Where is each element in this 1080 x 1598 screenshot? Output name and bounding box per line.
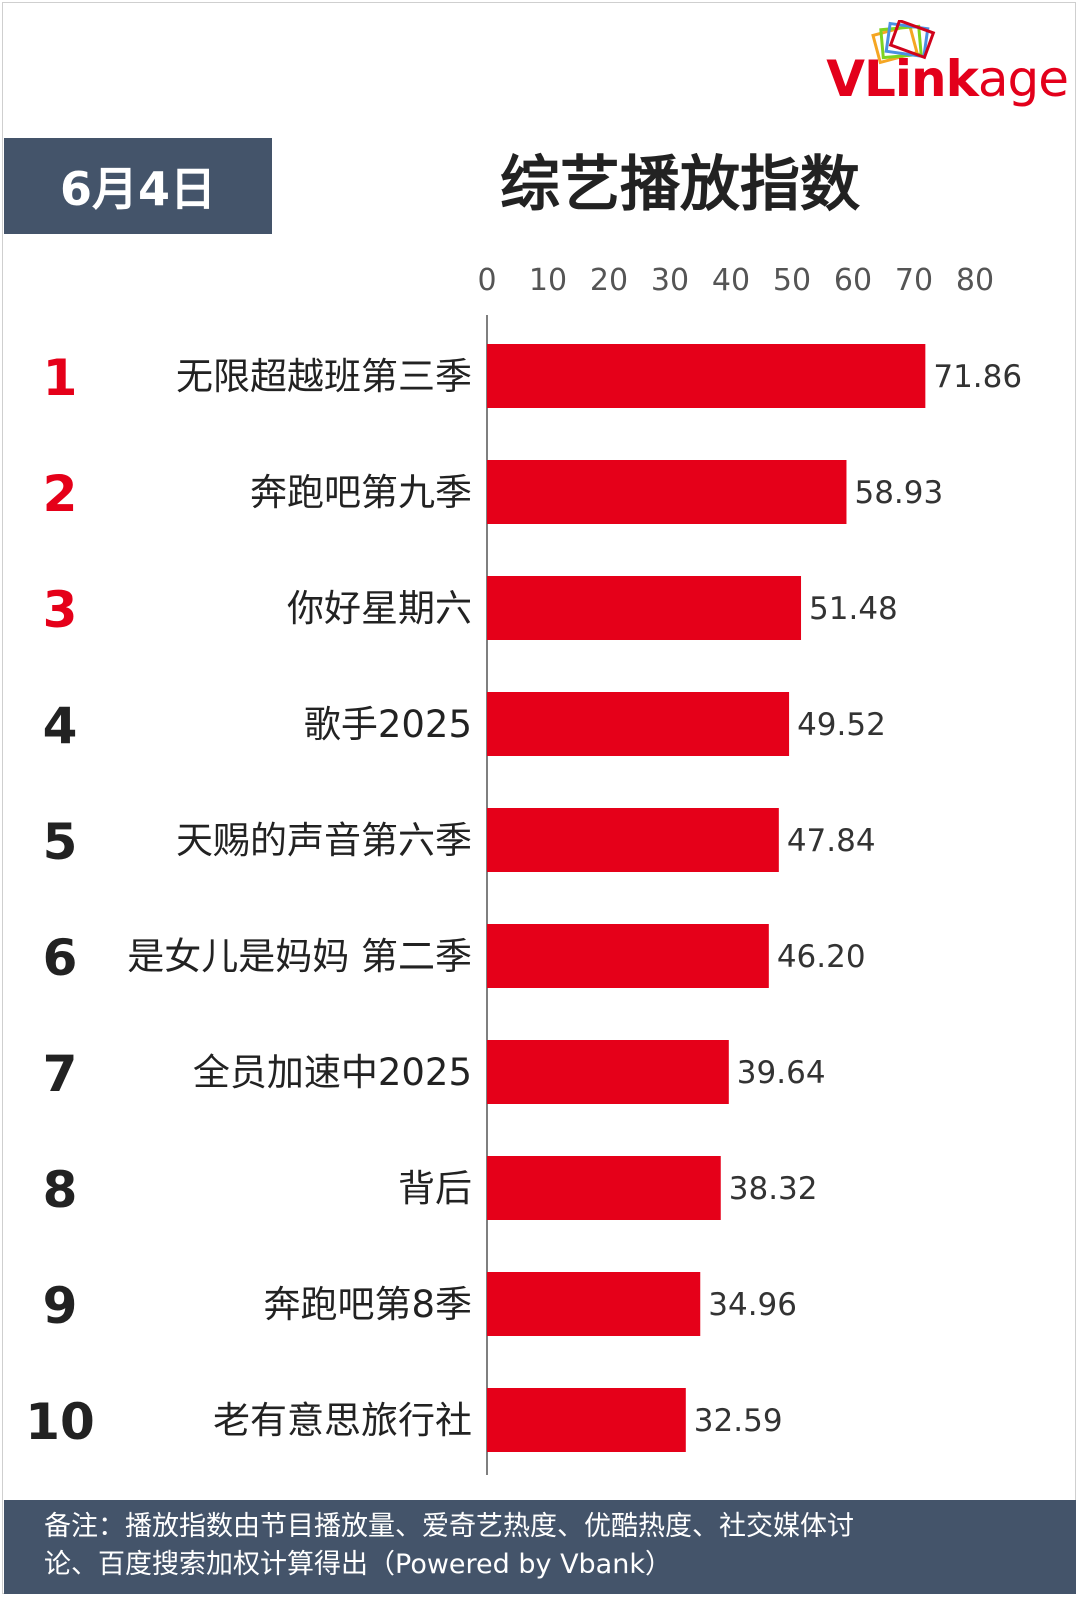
footnote-line-2: 论、百度搜索加权计算得出（Powered by Vbank） (44, 1549, 672, 1580)
bar (487, 1388, 686, 1452)
data-label: 58.93 (854, 475, 943, 511)
date-badge: 6月4日 (4, 138, 272, 234)
footnote: 备注：播放指数由节目播放量、爱奇艺热度、优酷热度、社交媒体讨 论、百度搜索加权计… (4, 1500, 1076, 1594)
data-label: 38.32 (729, 1171, 818, 1207)
logo-text: VLinkage (826, 50, 1069, 108)
bar (487, 1272, 701, 1336)
x-tick-label: 10 (529, 263, 567, 298)
data-label: 47.84 (787, 823, 876, 859)
category-label: 全员加速中2025 (193, 1051, 472, 1094)
category-label: 奔跑吧第8季 (263, 1283, 472, 1326)
rank-number: 5 (43, 813, 78, 871)
rank-number: 9 (43, 1277, 78, 1335)
vlinkage-logo: VLinkage (808, 20, 1069, 120)
rank-number: 6 (43, 929, 78, 987)
bar (487, 1156, 721, 1220)
category-label: 歌手2025 (304, 703, 472, 746)
category-label: 无限超越班第三季 (176, 355, 472, 398)
bar (487, 344, 926, 408)
data-label: 34.96 (708, 1287, 797, 1323)
rank-number: 1 (43, 349, 78, 407)
category-label: 背后 (398, 1167, 472, 1210)
date-label: 6月4日 (59, 162, 216, 216)
category-label: 奔跑吧第九季 (250, 471, 472, 514)
category-label: 天赐的声音第六季 (176, 819, 472, 862)
rank-number: 3 (43, 581, 78, 639)
data-label: 71.86 (933, 359, 1022, 395)
rank-number: 4 (43, 697, 78, 755)
bar (487, 808, 779, 872)
bar (487, 692, 790, 756)
bar-chart: 0 10 20 30 40 50 60 70 80 71.86 无限超越班第三季 1 58.93 奔跑吧第… (25, 263, 1022, 1475)
cards-icon (871, 20, 936, 65)
data-label: 39.64 (737, 1055, 826, 1091)
data-label: 49.52 (797, 707, 886, 743)
x-tick-label: 40 (712, 263, 750, 298)
category-label: 你好星期六 (287, 587, 472, 630)
category-label: 老有意思旅行社 (213, 1399, 472, 1442)
data-label: 51.48 (809, 591, 898, 627)
x-tick-label: 20 (590, 263, 628, 298)
x-tick-label: 80 (956, 263, 994, 298)
rank-number: 7 (43, 1045, 78, 1103)
chart-title: 综艺播放指数 (500, 150, 860, 220)
x-tick-label: 50 (773, 263, 811, 298)
x-tick-label: 0 (477, 263, 496, 298)
x-tick-label: 70 (895, 263, 933, 298)
data-label: 46.20 (777, 939, 866, 975)
bar (487, 924, 769, 988)
x-tick-label: 30 (651, 263, 689, 298)
x-tick-label: 60 (834, 263, 872, 298)
rank-number: 10 (25, 1393, 95, 1451)
data-label: 32.59 (694, 1403, 783, 1439)
bar (487, 460, 847, 524)
bar (487, 1040, 729, 1104)
bar (487, 576, 802, 640)
footnote-line-1: 备注：播放指数由节目播放量、爱奇艺热度、优酷热度、社交媒体讨 (44, 1511, 854, 1542)
rank-number: 8 (43, 1161, 78, 1219)
rank-number: 2 (43, 465, 78, 523)
category-label: 是女儿是妈妈 第二季 (127, 935, 472, 978)
